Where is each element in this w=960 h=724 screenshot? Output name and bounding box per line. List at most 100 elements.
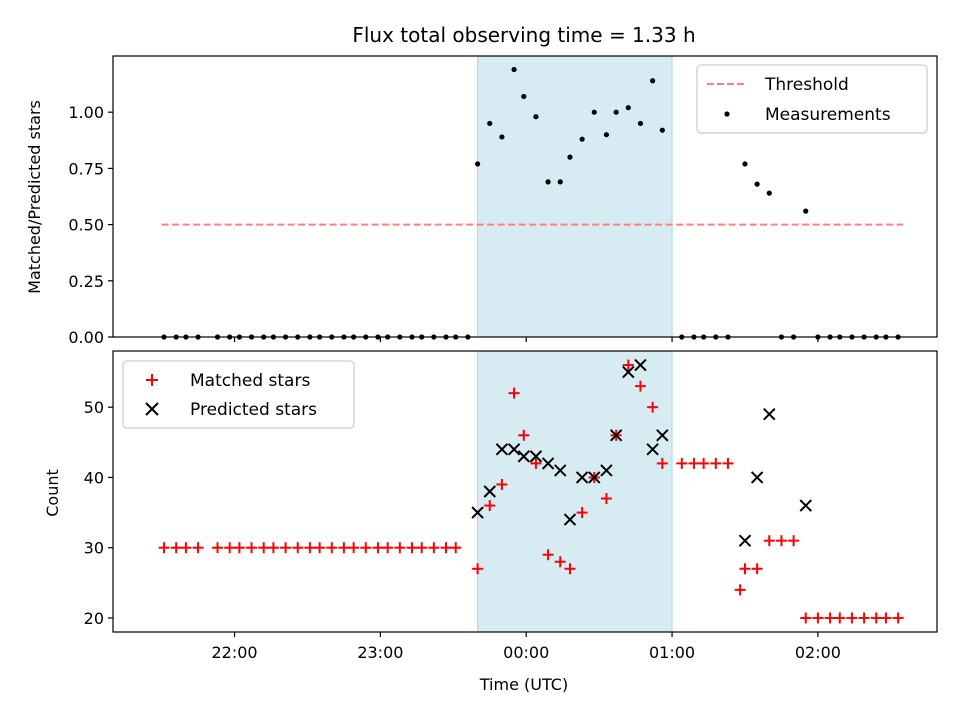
matched-star-point — [170, 542, 182, 554]
bottom-axes-frame — [112, 350, 938, 633]
matched-star-point — [656, 457, 668, 469]
x-tick-label: 22:00 — [211, 643, 257, 662]
measurement-point — [803, 208, 809, 214]
matched-star-point — [267, 542, 279, 554]
measurement-point — [487, 120, 493, 127]
matched-star-point — [722, 457, 734, 469]
measurement-point — [637, 120, 644, 127]
predicted-star-point — [799, 499, 812, 512]
matched-star-point — [647, 401, 659, 413]
y-tick-label: 30 — [84, 539, 104, 558]
matched-star-point — [710, 457, 722, 469]
top-panel: 0.00 0.25 0.50 0.75 1.00 Matched/Predicted s… — [25, 55, 938, 347]
matched-star-point — [530, 457, 542, 469]
matched-star-point — [739, 563, 751, 575]
predicted-star-point — [575, 471, 589, 484]
legend-matched-label: Matched stars — [190, 371, 310, 391]
measurement-point — [475, 161, 481, 167]
matched-star-point — [846, 612, 858, 624]
matched-star-point — [292, 542, 304, 554]
matched-star-point — [450, 542, 462, 554]
predicted-star-point — [588, 471, 601, 484]
matched-star-point — [394, 542, 406, 554]
matched-star-point — [304, 542, 316, 554]
matched-star-point — [634, 380, 646, 392]
matched-star-point — [360, 542, 372, 554]
matched-star-point — [416, 542, 428, 554]
measurement-point — [754, 181, 760, 187]
x-axis-label: Time (UTC) — [479, 675, 568, 694]
predicted-star-point — [541, 457, 555, 470]
bottom-legend-box — [122, 360, 355, 429]
matched-star-point — [326, 542, 338, 554]
matched-star-point — [496, 478, 508, 490]
bottom-y-axis-label: Count — [43, 469, 62, 517]
y-tick-label: 0.00 — [68, 328, 104, 347]
chart-title: Flux total observing time = 1.33 h — [352, 23, 695, 47]
predicted-star-point — [656, 429, 669, 442]
matched-star-point — [751, 563, 763, 575]
matched-star-point — [564, 563, 576, 575]
x-tick-label: 23:00 — [357, 643, 403, 662]
top-axes-frame — [112, 55, 938, 338]
measurement-point — [579, 136, 585, 142]
matched-star-point — [428, 542, 440, 554]
predicted-star-point — [750, 471, 764, 484]
measurement-point — [533, 114, 539, 120]
measurement-point — [511, 66, 517, 73]
legend-measurements-marker — [724, 111, 730, 117]
predicted-star-point — [554, 464, 567, 477]
matched-star-point — [834, 612, 846, 624]
matched-star-point — [622, 359, 634, 371]
matched-star-point — [382, 542, 394, 554]
y-tick-label: 50 — [84, 398, 104, 417]
measurement-point — [557, 179, 563, 185]
measurement-point — [659, 127, 665, 133]
measurement-point — [567, 154, 573, 160]
predicted-star-point — [622, 365, 635, 379]
y-tick-label: 20 — [84, 609, 104, 628]
matched-star-point — [870, 612, 882, 624]
matched-star-point — [824, 612, 836, 624]
matched-star-point — [800, 612, 812, 624]
matched-star-point — [233, 542, 245, 554]
y-tick-label: 40 — [84, 468, 104, 487]
predicted-star-point — [763, 408, 776, 421]
predicted-star-point — [507, 443, 521, 456]
bottom-panel: 20 30 40 50 22:00 23:00 00:00 01:00 02:00 Count… — [43, 350, 938, 694]
matched-star-point — [212, 542, 224, 554]
predicted-stars-series — [471, 358, 812, 547]
measurement-point — [650, 78, 656, 84]
y-tick-label: 1.00 — [68, 103, 104, 122]
predicted-star-point — [471, 506, 484, 519]
x-tick-label: 02:00 — [795, 643, 841, 662]
predicted-star-point — [646, 443, 659, 456]
matched-star-point — [158, 542, 170, 554]
matched-stars-series — [158, 359, 904, 624]
top-legend: Threshold Measurements — [696, 64, 928, 134]
predicted-star-point — [600, 464, 613, 477]
y-tick-label: 0.75 — [68, 159, 104, 178]
matched-star-point — [440, 542, 452, 554]
predicted-star-point — [517, 450, 530, 463]
legend-threshold-label: Threshold — [764, 75, 849, 95]
top-y-ticks: 0.00 0.25 0.50 0.75 1.00 — [68, 103, 113, 347]
matched-star-point — [775, 535, 787, 547]
bottom-x-ticks: 22:00 23:00 00:00 01:00 02:00 — [211, 632, 841, 662]
matched-star-point — [314, 542, 326, 554]
measurement-point — [545, 179, 551, 185]
matched-star-point — [734, 584, 746, 596]
matched-star-point — [600, 493, 612, 505]
predicted-star-point — [483, 485, 496, 498]
measurement-point — [521, 93, 527, 100]
matched-star-point — [518, 429, 530, 441]
x-tick-label: 01:00 — [649, 643, 695, 662]
predicted-star-point — [563, 513, 577, 526]
matched-star-point — [788, 535, 800, 547]
predicted-star-point — [738, 534, 752, 547]
predicted-star-point — [609, 429, 623, 442]
legend-predicted-label: Predicted stars — [190, 400, 317, 420]
matched-star-point — [280, 542, 292, 554]
matched-star-point — [372, 542, 384, 554]
